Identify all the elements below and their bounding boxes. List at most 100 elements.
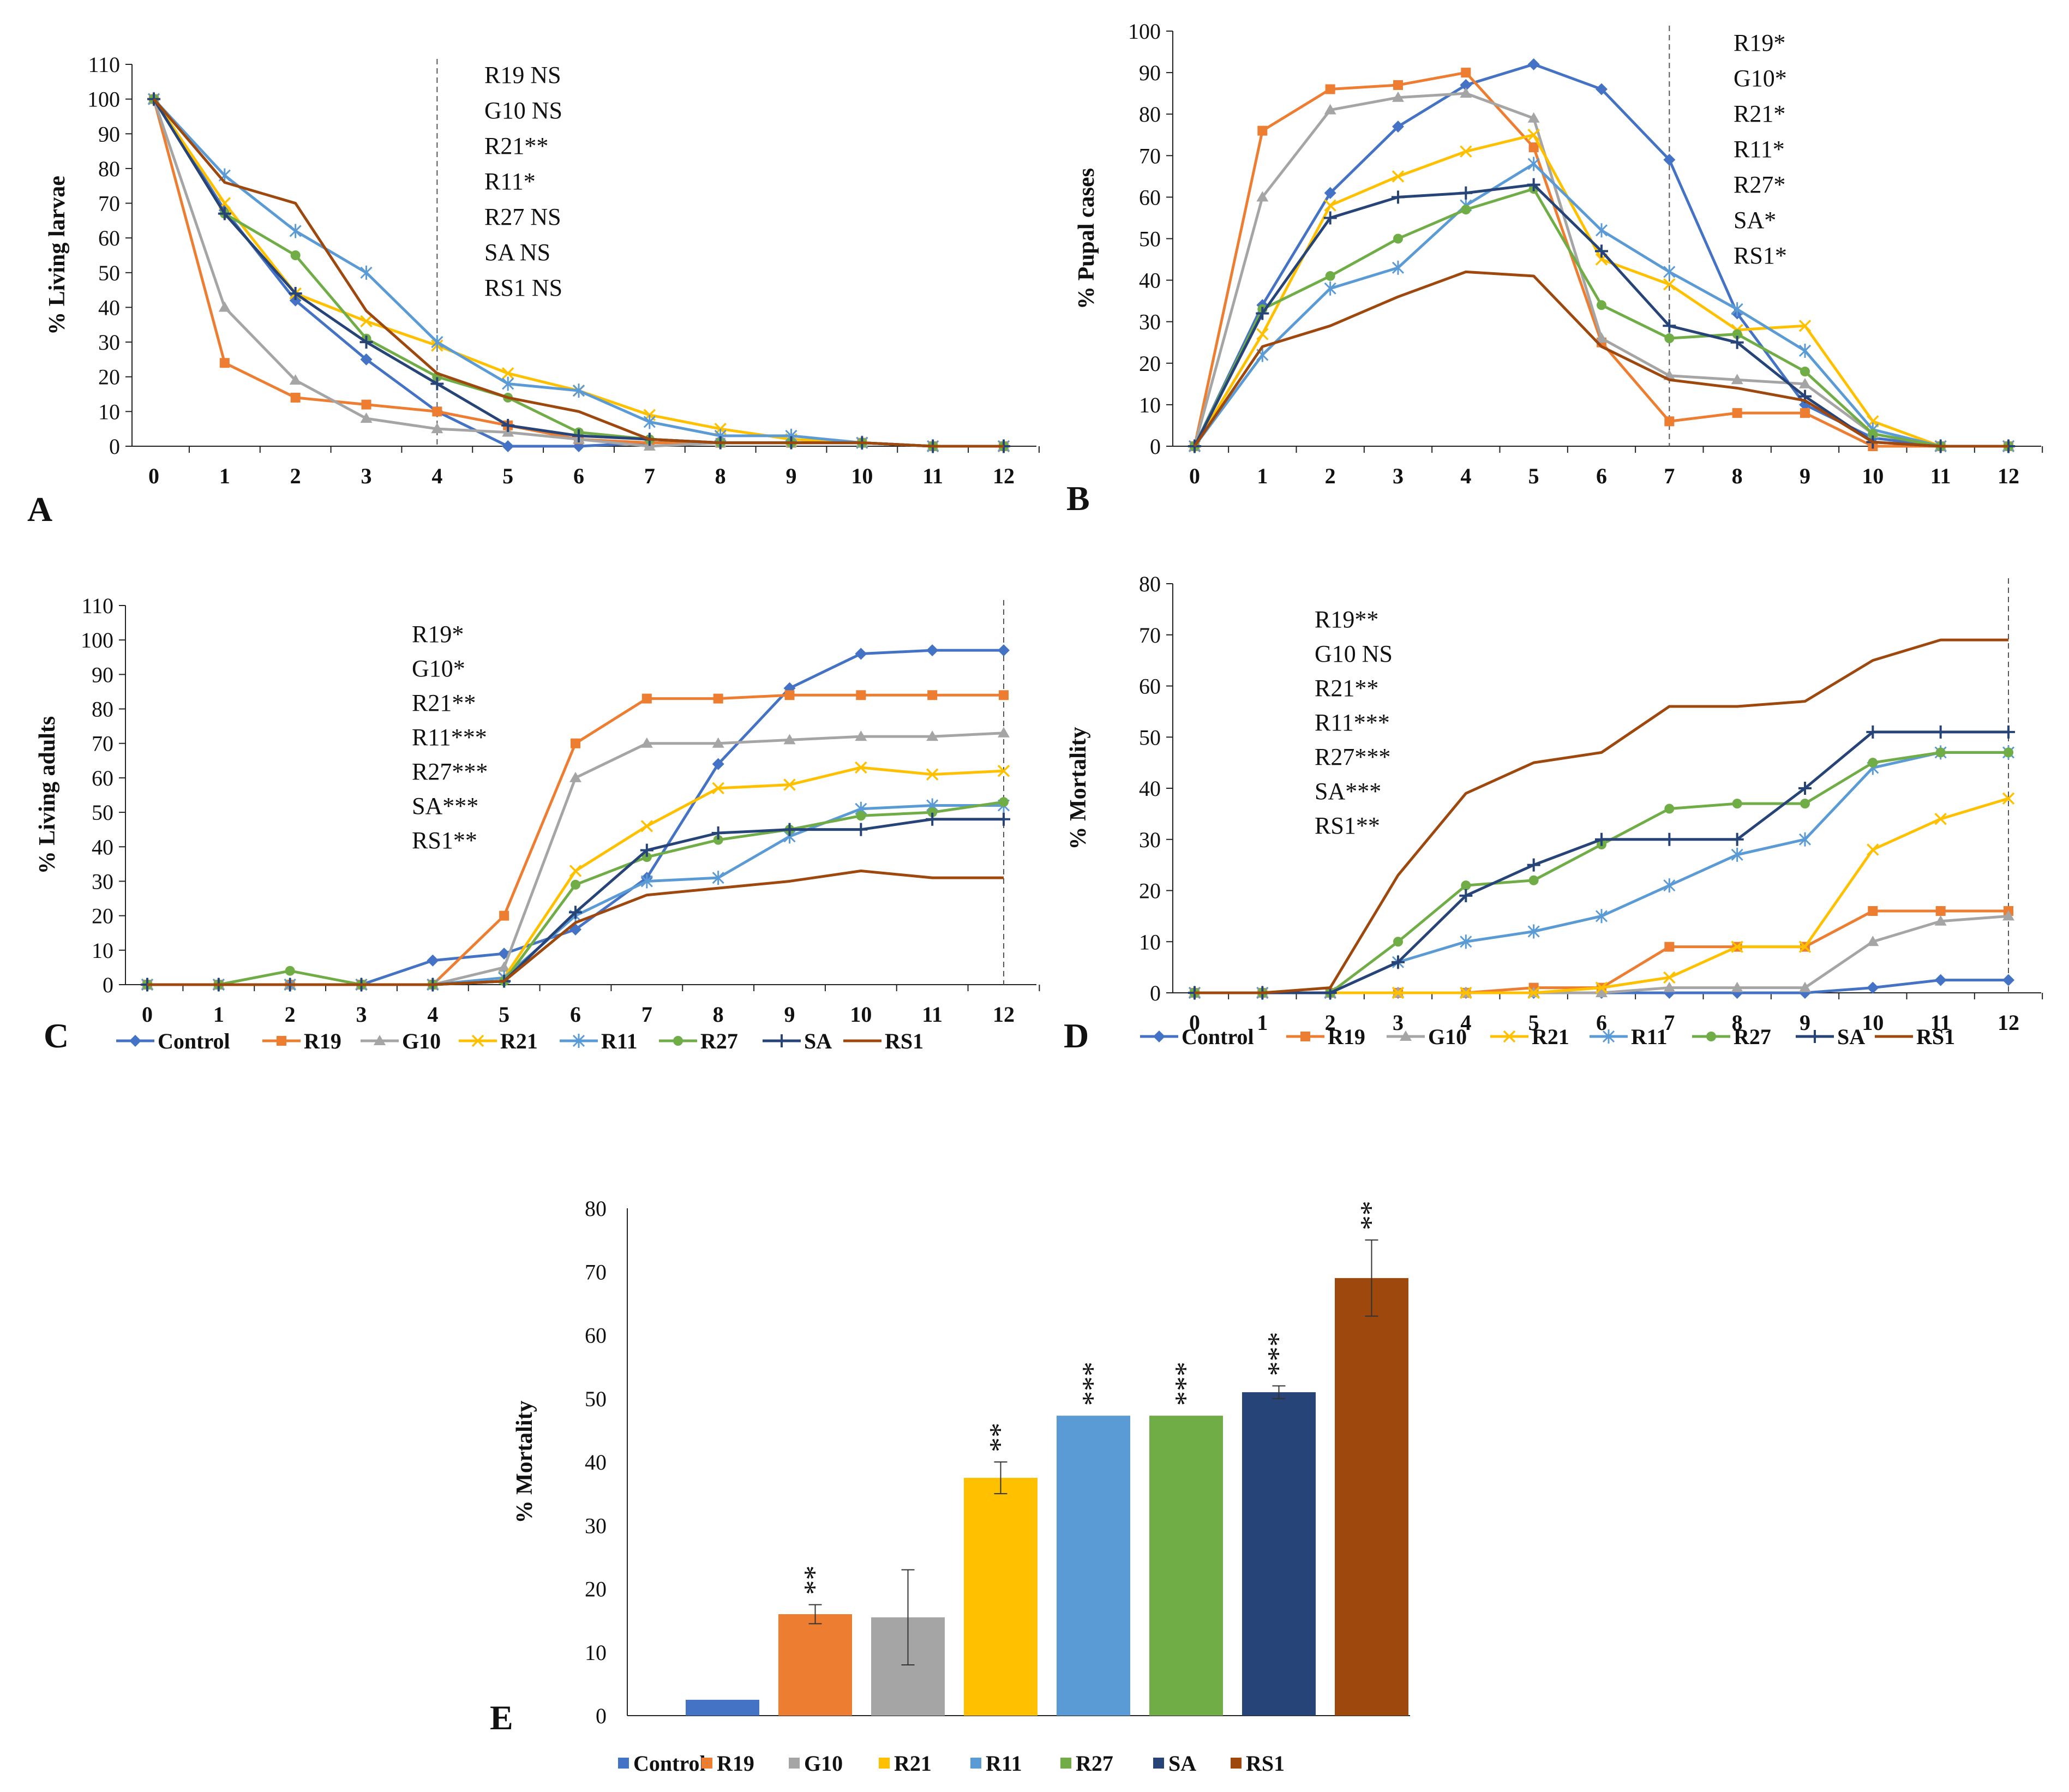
- legend-label: G10: [804, 1751, 843, 1776]
- data-point: [997, 765, 1010, 777]
- legend-marker: [775, 1034, 788, 1047]
- legend-c: Control R19 G10 R21 R11 R27 SA RS1: [116, 1029, 923, 1053]
- data-point: [1527, 178, 1540, 191]
- series-r21: [141, 761, 1010, 991]
- legend-item-sa: SA: [1153, 1751, 1196, 1776]
- significance-label: **: [1354, 1201, 1387, 1230]
- data-point: [783, 778, 796, 791]
- data-point: [572, 383, 585, 398]
- data-point: [360, 353, 373, 365]
- data-point: [1392, 986, 1405, 999]
- x-tick-label: 9: [786, 464, 797, 488]
- significance-label: **: [983, 1423, 1016, 1452]
- data-point: [218, 301, 231, 312]
- data-point: [641, 693, 652, 704]
- y-tick-label: 70: [1139, 143, 1161, 168]
- data-point: [1256, 328, 1269, 340]
- x-tick-label: 1: [213, 1002, 224, 1027]
- data-point: [501, 418, 515, 432]
- bar-r27: ***: [1149, 1362, 1223, 1716]
- data-point: [926, 768, 939, 781]
- data-point: [712, 782, 724, 795]
- y-tick-label: 30: [585, 1513, 607, 1538]
- data-point: [1324, 199, 1336, 212]
- data-point: [1460, 79, 1472, 91]
- data-point: [1732, 329, 1742, 339]
- series-line: [147, 732, 1004, 986]
- y-tick-label: 40: [98, 295, 120, 320]
- y-tick-label: 60: [585, 1323, 607, 1348]
- y-tick-label: 50: [1139, 227, 1161, 251]
- series-line: [1195, 914, 2009, 994]
- data-point: [712, 737, 724, 748]
- legend-item-r19: R19: [262, 1029, 341, 1053]
- data-point: [498, 961, 511, 972]
- data-point: [1934, 813, 1947, 825]
- data-point: [2004, 747, 2013, 758]
- significance-annotation: R21**: [1315, 675, 1378, 702]
- data-point: [1460, 986, 1472, 999]
- y-tick-label: 60: [1139, 185, 1161, 209]
- bar-rect: [1335, 1278, 1408, 1716]
- legend-marker: [1706, 1032, 1716, 1041]
- y-tick-label: 40: [585, 1450, 607, 1475]
- x-tick-label: 11: [922, 1002, 943, 1027]
- panel-letter-e: E: [490, 1698, 513, 1737]
- y-tick-label: 50: [92, 800, 113, 825]
- data-point: [643, 415, 656, 429]
- x-tick-label: 12: [1998, 1010, 2019, 1035]
- y-tick-label: 0: [109, 434, 120, 459]
- data-point: [1324, 281, 1336, 296]
- x-tick-label: 2: [290, 464, 301, 488]
- data-point: [1934, 974, 1947, 986]
- legend-marker: [129, 1035, 141, 1047]
- legend-label: R27: [700, 1029, 738, 1053]
- bar-rect: [1149, 1416, 1223, 1716]
- data-point: [1798, 782, 1812, 795]
- data-point: [1527, 986, 1540, 999]
- x-tick-label: 10: [1862, 1010, 1884, 1035]
- legend-item-sa: SA: [1796, 1024, 1865, 1049]
- x-tick-label: 8: [1732, 1010, 1743, 1035]
- data-point: [1664, 333, 1675, 344]
- data-point: [1800, 799, 1810, 809]
- data-point: [569, 865, 582, 877]
- x-tick-label: 6: [573, 464, 584, 488]
- x-tick-label: 7: [641, 1002, 652, 1027]
- y-tick-label: 110: [81, 594, 113, 618]
- y-axis-label: % Mortality: [1066, 727, 1091, 849]
- significance-annotation: R27***: [412, 758, 488, 785]
- significance-annotation: R21**: [484, 133, 548, 159]
- data-point: [1935, 906, 1946, 916]
- data-point: [855, 730, 867, 741]
- significance-annotation: R27***: [1315, 744, 1390, 770]
- y-tick-label: 90: [1139, 61, 1161, 85]
- data-point: [1798, 320, 1812, 332]
- x-tick-label: 7: [1664, 464, 1675, 488]
- data-point: [927, 690, 938, 700]
- y-tick-label: 60: [92, 766, 113, 790]
- y-tick-label: 80: [92, 697, 113, 722]
- data-point: [1527, 58, 1540, 70]
- data-point: [290, 392, 301, 403]
- data-point: [1393, 80, 1403, 90]
- x-tick-label: 5: [502, 464, 513, 488]
- data-point: [1798, 832, 1812, 847]
- y-tick-label: 70: [585, 1260, 607, 1284]
- x-tick-label: 0: [148, 464, 159, 488]
- y-tick-label: 10: [585, 1640, 607, 1665]
- x-tick-label: 5: [1528, 1010, 1539, 1035]
- bar-g10: [871, 1569, 945, 1716]
- data-point: [640, 820, 653, 832]
- bar-rect: [964, 1478, 1038, 1716]
- y-tick-label: 40: [1139, 268, 1161, 293]
- data-point: [1798, 940, 1812, 953]
- data-point: [1460, 934, 1472, 949]
- legend-label: SA: [1168, 1751, 1196, 1776]
- data-point: [1664, 804, 1675, 814]
- series-sa: [1188, 178, 2015, 453]
- significance-label: ***: [1169, 1362, 1202, 1406]
- legend-label: R27: [1734, 1024, 1771, 1049]
- legend-item-g10: G10: [1387, 1024, 1467, 1049]
- x-tick-label: 3: [1393, 464, 1404, 488]
